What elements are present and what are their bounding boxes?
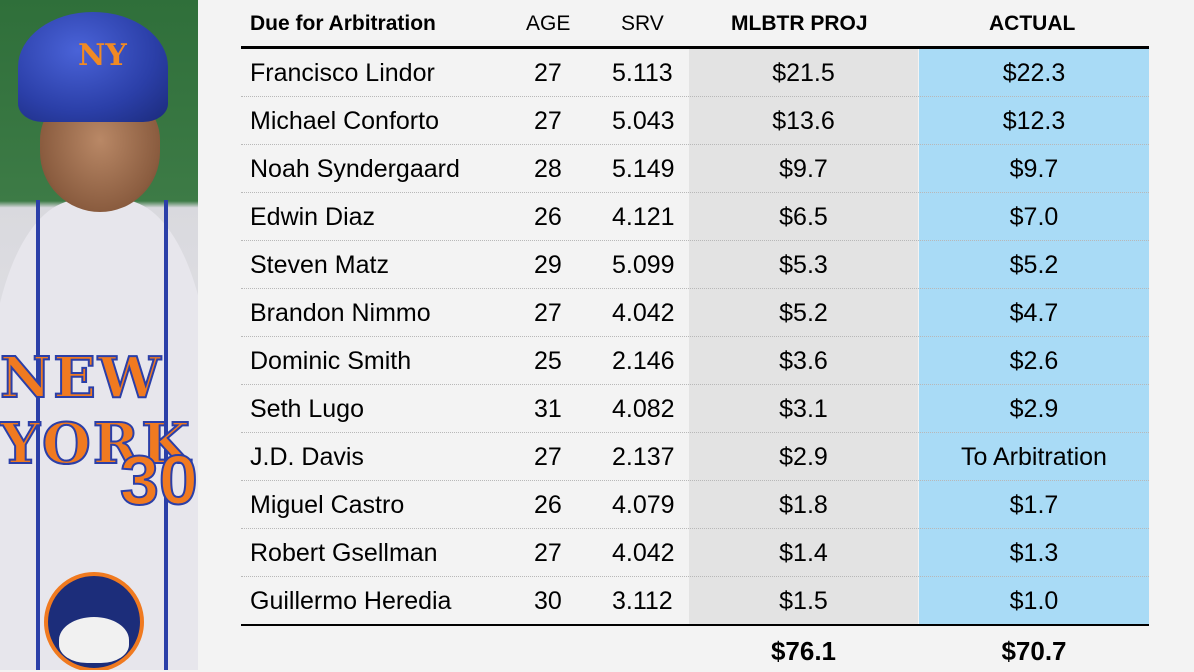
player-age: 26 <box>534 491 562 519</box>
player-age: 25 <box>534 347 562 375</box>
header-proj: MLBTR PROJ <box>731 12 868 35</box>
player-proj: $1.4 <box>779 539 828 567</box>
player-name: Steven Matz <box>250 251 389 279</box>
table-row: Robert Gsellman 27 4.042 $1.4 $1.3 <box>241 529 1149 577</box>
table-row: Edwin Diaz 26 4.121 $6.5 $7.0 <box>241 193 1149 241</box>
player-name: Noah Syndergaard <box>250 155 460 183</box>
player-proj: $6.5 <box>779 203 828 231</box>
player-age: 27 <box>534 299 562 327</box>
total-actual: $70.7 <box>1001 636 1067 666</box>
player-actual: $7.0 <box>1009 203 1059 231</box>
player-actual: $1.0 <box>1009 587 1059 615</box>
jersey-number: 30 <box>119 440 198 520</box>
player-actual: $1.3 <box>1009 539 1059 567</box>
player-age: 29 <box>534 251 562 279</box>
player-name: Robert Gsellman <box>250 539 438 567</box>
helmet-logo: NY <box>78 38 127 73</box>
table-row: Miguel Castro 26 4.079 $1.8 $1.7 <box>241 481 1149 529</box>
total-proj: $76.1 <box>770 636 837 666</box>
table-body: Francisco Lindor 27 5.113 $21.5 $22.3 Mi… <box>241 49 1149 624</box>
player-proj: $1.8 <box>779 491 828 519</box>
player-proj: $3.6 <box>779 347 828 375</box>
helmet <box>18 12 168 122</box>
player-name: Michael Conforto <box>250 107 439 135</box>
player-actual: $5.2 <box>1009 251 1059 279</box>
player-proj: $13.6 <box>772 107 835 135</box>
player-proj: $3.1 <box>779 395 828 423</box>
player-age: 31 <box>534 395 562 423</box>
table-row: Guillermo Heredia 30 3.112 $1.5 $1.0 <box>241 577 1149 624</box>
player-actual: To Arbitration <box>961 443 1107 471</box>
player-proj: $9.7 <box>779 155 828 183</box>
table-row: Noah Syndergaard 28 5.149 $9.7 $9.7 <box>241 145 1149 193</box>
player-srv: 2.146 <box>612 347 675 375</box>
player-srv: 5.113 <box>612 59 673 87</box>
player-age: 30 <box>534 587 562 615</box>
player-srv: 5.149 <box>612 155 675 183</box>
player-srv: 3.112 <box>612 587 673 615</box>
totals-row: $76.1 $70.7 <box>241 624 1149 672</box>
player-actual: $22.3 <box>1002 59 1066 87</box>
table-row: Dominic Smith 25 2.146 $3.6 $2.6 <box>241 337 1149 385</box>
player-name: Francisco Lindor <box>250 59 435 87</box>
player-photo: NY NEW YORK 30 <box>0 0 198 670</box>
player-srv: 4.042 <box>612 539 675 567</box>
player-name: Brandon Nimmo <box>250 299 431 327</box>
table-header: Due for Arbitration AGE SRV MLBTR PROJ A… <box>241 0 1149 49</box>
player-age: 26 <box>534 203 562 231</box>
player-srv: 4.082 <box>612 395 675 423</box>
table-row: Michael Conforto 27 5.043 $13.6 $12.3 <box>241 97 1149 145</box>
player-srv: 2.137 <box>612 443 675 471</box>
player-name: Dominic Smith <box>250 347 412 375</box>
player-name: Edwin Diaz <box>250 203 376 231</box>
player-age: 27 <box>534 539 562 567</box>
table-row: Brandon Nimmo 27 4.042 $5.2 $4.7 <box>241 289 1149 337</box>
player-proj: $1.5 <box>779 587 828 615</box>
player-age: 27 <box>534 107 562 135</box>
player-age: 27 <box>534 59 562 87</box>
header-age: AGE <box>526 12 571 35</box>
player-actual: $12.3 <box>1002 107 1066 135</box>
player-name: J.D. Davis <box>250 443 364 471</box>
jersey-text: NEW YORK <box>0 344 192 478</box>
player-proj: $5.2 <box>779 299 828 327</box>
player-srv: 4.079 <box>612 491 675 519</box>
arbitration-table: Due for Arbitration AGE SRV MLBTR PROJ A… <box>241 0 1149 670</box>
player-actual: $1.7 <box>1009 491 1059 519</box>
header-srv: SRV <box>621 12 664 35</box>
player-proj: $21.5 <box>772 59 835 87</box>
table-row: Steven Matz 29 5.099 $5.3 $5.2 <box>241 241 1149 289</box>
player-actual: $2.6 <box>1009 347 1059 375</box>
jersey-stripe <box>36 200 40 670</box>
table-row: Seth Lugo 31 4.082 $3.1 $2.9 <box>241 385 1149 433</box>
player-age: 28 <box>534 155 562 183</box>
player-srv: 4.121 <box>612 203 675 231</box>
player-name: Guillermo Heredia <box>250 587 452 615</box>
site-logo-badge <box>44 572 144 670</box>
player-actual: $2.9 <box>1009 395 1059 423</box>
player-actual: $9.7 <box>1009 155 1059 183</box>
player-age: 27 <box>534 443 562 471</box>
jersey-stripe <box>164 200 168 670</box>
player-name: Miguel Castro <box>250 491 405 519</box>
header-actual: ACTUAL <box>989 12 1076 35</box>
baseball-icon <box>59 617 129 663</box>
header-name: Due for Arbitration <box>250 12 436 35</box>
player-srv: 5.043 <box>612 107 675 135</box>
player-proj: $5.3 <box>779 251 828 279</box>
player-srv: 4.042 <box>612 299 675 327</box>
table-row: J.D. Davis 27 2.137 $2.9 To Arbitration <box>241 433 1149 481</box>
table-row: Francisco Lindor 27 5.113 $21.5 $22.3 <box>241 49 1149 97</box>
player-actual: $4.7 <box>1009 299 1059 327</box>
player-srv: 5.099 <box>612 251 675 279</box>
player-proj: $2.9 <box>779 443 828 471</box>
player-name: Seth Lugo <box>250 395 364 423</box>
